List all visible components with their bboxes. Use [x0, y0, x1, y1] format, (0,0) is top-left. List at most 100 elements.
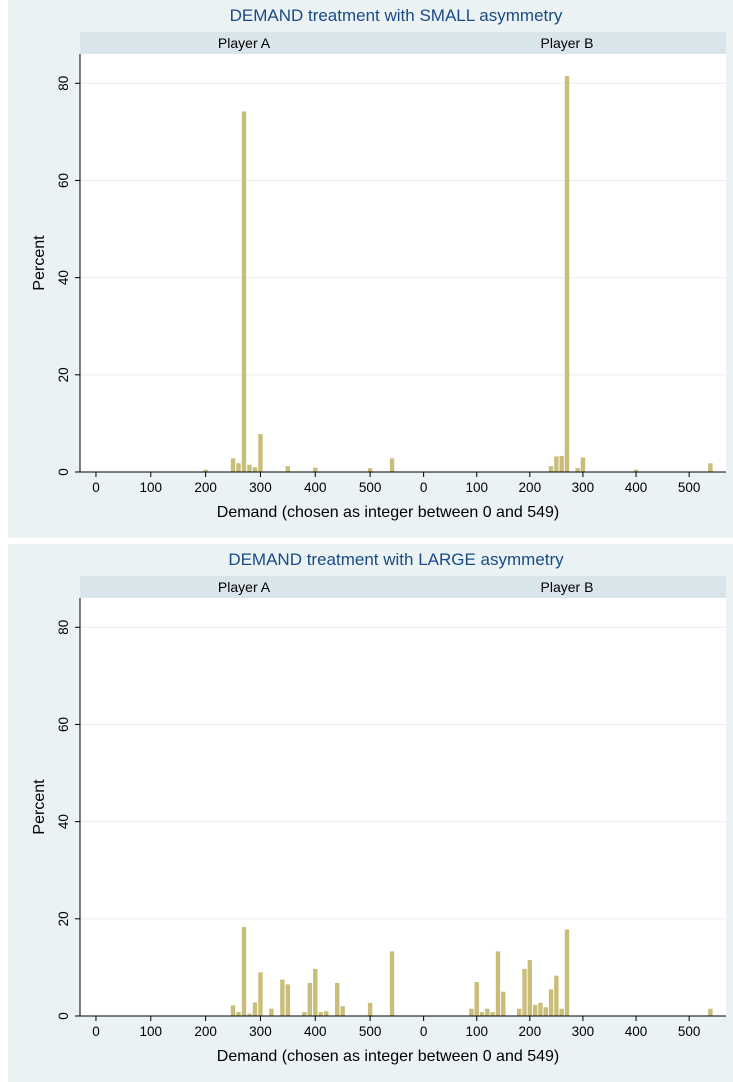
histogram-bar — [247, 1013, 252, 1016]
histogram-bar — [340, 1006, 345, 1016]
histogram-bar — [580, 457, 586, 472]
x-tick-label: 300 — [572, 1024, 595, 1039]
y-tick-label: 60 — [56, 717, 71, 732]
panel-strip-label: Player B — [541, 35, 594, 51]
x-tick-label: 0 — [92, 1024, 100, 1039]
y-tick-label: 20 — [56, 911, 71, 926]
y-axis-label: Percent — [31, 779, 48, 835]
histogram-bar — [389, 951, 395, 1016]
x-tick-label: 300 — [249, 1024, 272, 1039]
x-tick-label: 500 — [359, 1024, 382, 1039]
histogram-bar — [203, 469, 208, 472]
x-tick-label: 200 — [194, 480, 217, 495]
chart-large-asymmetry-svg: DEMAND treatment with LARGE asymmetry Per… — [31, 550, 726, 1065]
histogram-bar — [241, 927, 247, 1016]
histogram-bar — [564, 76, 570, 472]
histogram-bar — [479, 1012, 485, 1016]
histogram-bar — [230, 1005, 236, 1016]
y-tick-label: 80 — [56, 620, 71, 635]
y-tick-label: 0 — [56, 468, 71, 476]
x-tick-label: 100 — [140, 480, 163, 495]
x-tick-label: 500 — [678, 480, 701, 495]
x-tick-label: 500 — [359, 480, 382, 495]
y-axis-label: Percent — [31, 235, 48, 291]
histogram-bar — [554, 975, 559, 1016]
x-tick-label: 0 — [420, 480, 428, 495]
x-tick-label: 300 — [249, 480, 272, 495]
histogram-bar — [708, 1008, 713, 1016]
histogram-bar — [318, 1012, 323, 1016]
histogram-bar — [367, 1002, 373, 1016]
histogram-bar — [313, 467, 318, 472]
x-tick-label: 200 — [519, 480, 542, 495]
histogram-bar — [252, 467, 258, 472]
histogram-bar — [236, 463, 241, 472]
panel-strip — [80, 576, 408, 598]
histogram-bar — [252, 1002, 258, 1016]
y-tick-label: 20 — [56, 367, 71, 382]
panel-strip-label: Player A — [218, 579, 271, 595]
x-tick-label: 100 — [140, 1024, 163, 1039]
histogram-bar — [258, 972, 263, 1016]
histogram-bar — [559, 455, 564, 472]
histogram-bar — [285, 466, 291, 472]
histogram-bar — [501, 991, 506, 1016]
histogram-bar — [633, 469, 639, 472]
x-axis-label: Demand (chosen as integer between 0 and … — [217, 504, 559, 521]
histogram-bar — [313, 968, 318, 1016]
histogram-bar — [554, 456, 559, 472]
chart-title: DEMAND treatment with LARGE asymmetry — [228, 550, 564, 569]
x-tick-label: 400 — [304, 1024, 327, 1039]
histogram-bar — [258, 434, 263, 472]
histogram-bar — [241, 111, 247, 473]
chart-title: DEMAND treatment with SMALL asymmetry — [230, 6, 563, 25]
x-tick-label: 400 — [625, 1024, 648, 1039]
panel-strip-label: Player A — [218, 35, 271, 51]
x-tick-label: 200 — [194, 1024, 217, 1039]
histogram-bar — [548, 466, 554, 472]
histogram-bar — [527, 960, 533, 1016]
y-tick-label: 0 — [56, 1012, 71, 1020]
histogram-bar — [538, 1002, 543, 1016]
x-tick-label: 100 — [465, 480, 488, 495]
chart-large-asymmetry: DEMAND treatment with LARGE asymmetry Per… — [8, 544, 733, 1082]
histogram-bar — [247, 464, 252, 472]
histogram-bar — [307, 982, 312, 1016]
histogram-bar — [469, 1008, 474, 1016]
histogram-bar — [280, 979, 285, 1016]
panel-strip — [80, 32, 408, 54]
histogram-bar — [559, 1008, 564, 1016]
x-tick-label: 200 — [519, 1024, 542, 1039]
x-tick-label: 0 — [92, 480, 100, 495]
histogram-bar — [335, 982, 340, 1016]
histogram-bar — [532, 1004, 538, 1016]
x-tick-label: 300 — [572, 480, 595, 495]
histogram-bar — [575, 468, 580, 472]
panel-strip — [408, 32, 726, 54]
chart-small-asymmetry: DEMAND treatment with SMALL asymmetry Per… — [8, 0, 733, 538]
y-tick-label: 80 — [56, 76, 71, 91]
y-tick-label: 40 — [56, 814, 71, 829]
histogram-bar — [485, 1008, 490, 1016]
histogram-bar — [548, 989, 554, 1016]
histogram-bar — [285, 984, 291, 1016]
histogram-bar — [474, 981, 479, 1016]
y-tick-label: 60 — [56, 173, 71, 188]
histogram-bar — [495, 951, 501, 1016]
x-tick-label: 100 — [465, 1024, 488, 1039]
histogram-bar — [543, 1007, 548, 1016]
x-tick-label: 0 — [420, 1024, 428, 1039]
histogram-bar — [490, 1012, 495, 1016]
histogram-bar — [230, 458, 236, 472]
panel-strip-label: Player B — [541, 579, 594, 595]
histogram-bar — [564, 929, 570, 1016]
histogram-bar — [522, 968, 527, 1016]
histogram-bar — [367, 468, 373, 472]
histogram-bar — [302, 1012, 307, 1016]
histogram-bar — [269, 1008, 274, 1016]
histogram-bar — [517, 1008, 522, 1016]
x-tick-label: 500 — [678, 1024, 701, 1039]
x-axis-label: Demand (chosen as integer between 0 and … — [217, 1048, 559, 1065]
x-tick-label: 400 — [625, 480, 648, 495]
histogram-bar — [389, 458, 395, 472]
